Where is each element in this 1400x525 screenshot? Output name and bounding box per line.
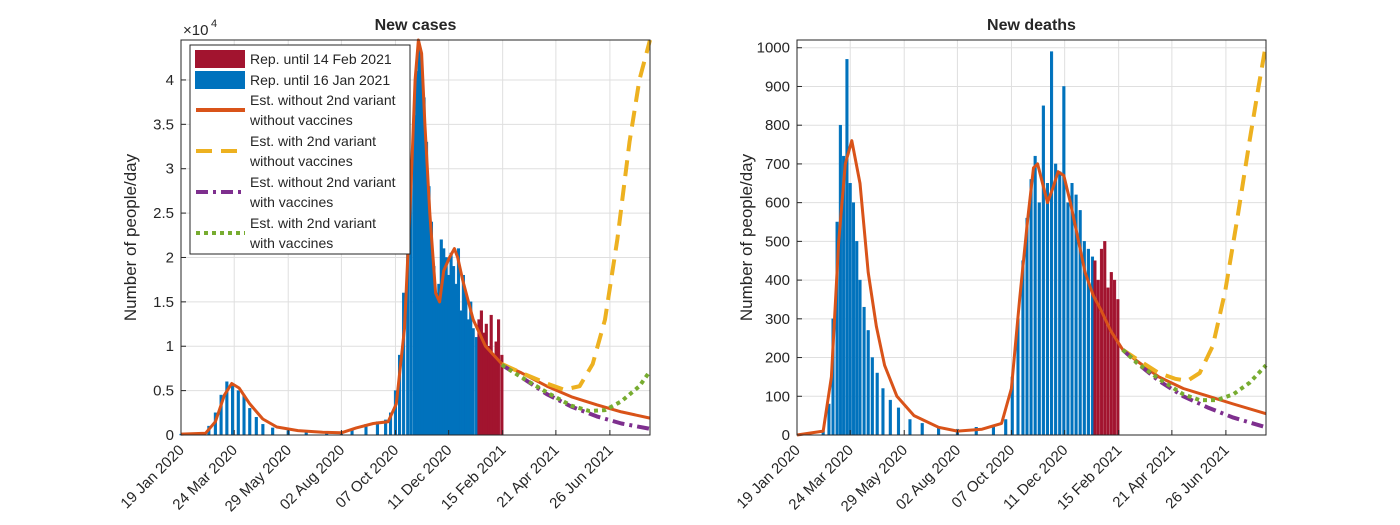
legend-label-line: Est. without 2nd variant xyxy=(250,174,396,190)
bar-reported-until-16-jan-2021 xyxy=(920,423,924,436)
legend-label: Est. without 2nd variant with vaccines xyxy=(249,174,396,210)
bar-reported-until-16-jan-2021 xyxy=(471,328,475,436)
bar-reported-until-16-jan-2021 xyxy=(236,390,240,436)
bar-reported-until-16-jan-2021 xyxy=(261,424,265,436)
bar-reported-until-14-feb-2021 xyxy=(1109,272,1113,436)
y-tick-label: 700 xyxy=(765,156,790,173)
axes-box xyxy=(796,39,1267,436)
y-tick-label: 0 xyxy=(782,427,790,444)
y-axis-label: Number of people/day xyxy=(737,153,756,321)
legend-label-line: Rep. until 16 Jan 2021 xyxy=(250,72,390,88)
y-tick-label: 500 xyxy=(765,233,790,250)
bar-reported-until-16-jan-2021 xyxy=(851,202,856,436)
bar-reported-until-16-jan-2021 xyxy=(838,124,842,436)
bar-reported-until-16-jan-2021 xyxy=(1066,202,1070,436)
y-tick-label: 400 xyxy=(765,272,790,289)
bar-reported-until-16-jan-2021 xyxy=(888,399,892,436)
bar-reported-until-16-jan-2021 xyxy=(862,306,866,436)
line-est-with-variant-with-vaccines xyxy=(500,363,652,413)
y-tick-label: 1 xyxy=(166,338,174,355)
bar-reported-until-16-jan-2021 xyxy=(1058,171,1062,436)
bar-reported-until-16-jan-2021 xyxy=(881,388,885,436)
bar-reported-until-16-jan-2021 xyxy=(231,385,235,436)
bar-reported-until-14-feb-2021 xyxy=(1106,287,1110,436)
y-tick-label: 4 xyxy=(166,72,174,89)
y-tick-label: 2.5 xyxy=(153,205,174,222)
bar-reported-until-16-jan-2021 xyxy=(848,183,852,436)
line-est-with-variant-without-vaccines xyxy=(1121,43,1268,383)
bar-reported-until-16-jan-2021 xyxy=(1045,183,1050,436)
y-tick-label: 0 xyxy=(166,427,174,444)
y-tick-label: 2 xyxy=(166,249,174,266)
y-tick-label: 800 xyxy=(765,117,790,134)
y-tick-label: 3.5 xyxy=(153,116,174,133)
bar-reported-until-16-jan-2021 xyxy=(1033,155,1037,436)
bar-reported-until-14-feb-2021 xyxy=(1116,299,1120,436)
chart-title: New cases xyxy=(375,17,457,34)
bar-reported-until-16-jan-2021 xyxy=(254,416,258,436)
legend-swatch xyxy=(195,50,245,68)
bar-reported-until-16-jan-2021 xyxy=(908,419,912,436)
y-tick-label: 1.5 xyxy=(153,294,174,311)
y-tick-label: 3 xyxy=(166,161,174,178)
bar-reported-until-16-jan-2021 xyxy=(1025,217,1029,436)
bar-reported-until-16-jan-2021 xyxy=(242,394,246,436)
legend-label: Est. with 2nd variant with vaccines xyxy=(249,215,376,251)
bar-reported-until-16-jan-2021 xyxy=(1004,419,1008,436)
bar-reported-until-16-jan-2021 xyxy=(1050,51,1054,436)
bar-reported-until-16-jan-2021 xyxy=(1054,163,1058,436)
legend: Rep. until 14 Feb 2021 Rep. until 16 Jan … xyxy=(189,44,411,255)
legend-label-line: without vaccines xyxy=(249,153,353,169)
y-exponent-base: ×10 xyxy=(183,22,208,39)
bar-reported-until-14-feb-2021 xyxy=(497,319,501,436)
line-est-without-variant-without-vaccines xyxy=(796,139,1267,437)
bar-reported-until-14-feb-2021 xyxy=(1103,241,1107,436)
legend-label: Rep. until 14 Feb 2021 xyxy=(250,51,392,67)
legend-label: Est. with 2nd variant without vaccines xyxy=(249,133,376,169)
y-tick-label: 300 xyxy=(765,311,790,328)
bar-reported-until-16-jan-2021 xyxy=(875,372,879,436)
bar-reported-until-16-jan-2021 xyxy=(858,279,862,436)
bar-reported-until-16-jan-2021 xyxy=(896,407,901,436)
bar-reported-until-14-feb-2021 xyxy=(1099,248,1104,436)
bar-reported-until-16-jan-2021 xyxy=(1062,86,1066,436)
y-tick-label: 200 xyxy=(765,350,790,367)
legend-label-line: Est. with 2nd variant xyxy=(250,215,376,231)
legend-label-line: with vaccines xyxy=(249,235,333,251)
y-tick-label: 600 xyxy=(765,195,790,212)
y-tick-label: 1000 xyxy=(757,40,790,57)
legend-label-line: without vaccines xyxy=(249,112,353,128)
legend-swatch xyxy=(195,71,245,89)
bar-reported-until-16-jan-2021 xyxy=(1041,105,1045,436)
legend-label: Est. without 2nd variant without vaccines xyxy=(249,92,396,128)
y-tick-label: 100 xyxy=(765,388,790,405)
bar-reported-until-14-feb-2021 xyxy=(1113,279,1117,436)
chart-title: New deaths xyxy=(987,17,1076,34)
legend-label: Rep. until 16 Jan 2021 xyxy=(250,72,390,88)
bar-reported-until-16-jan-2021 xyxy=(271,427,275,436)
bar-reported-until-16-jan-2021 xyxy=(248,408,252,436)
bar-reported-until-16-jan-2021 xyxy=(1037,202,1041,436)
bar-reported-until-16-jan-2021 xyxy=(855,241,859,436)
legend-label-line: Est. with 2nd variant xyxy=(250,133,376,149)
y-axis-label: Number of people/day xyxy=(121,153,140,321)
bar-reported-until-16-jan-2021 xyxy=(870,357,874,436)
y-tick-label: 900 xyxy=(765,78,790,95)
bar-reported-until-16-jan-2021 xyxy=(845,59,849,436)
legend-label-line: Est. without 2nd variant xyxy=(250,92,396,108)
axes-box xyxy=(180,39,651,436)
bar-reported-until-14-feb-2021 xyxy=(1093,260,1097,436)
y-exponent-power: 4 xyxy=(211,18,217,30)
bar-reported-until-16-jan-2021 xyxy=(866,330,870,436)
bar-reported-until-16-jan-2021 xyxy=(1029,179,1033,436)
y-tick-label: 0.5 xyxy=(153,383,174,400)
legend-label-line: with vaccines xyxy=(249,194,333,210)
legend-label-line: Rep. until 14 Feb 2021 xyxy=(250,51,392,67)
line-est-with-variant-without-vaccines xyxy=(501,39,652,392)
